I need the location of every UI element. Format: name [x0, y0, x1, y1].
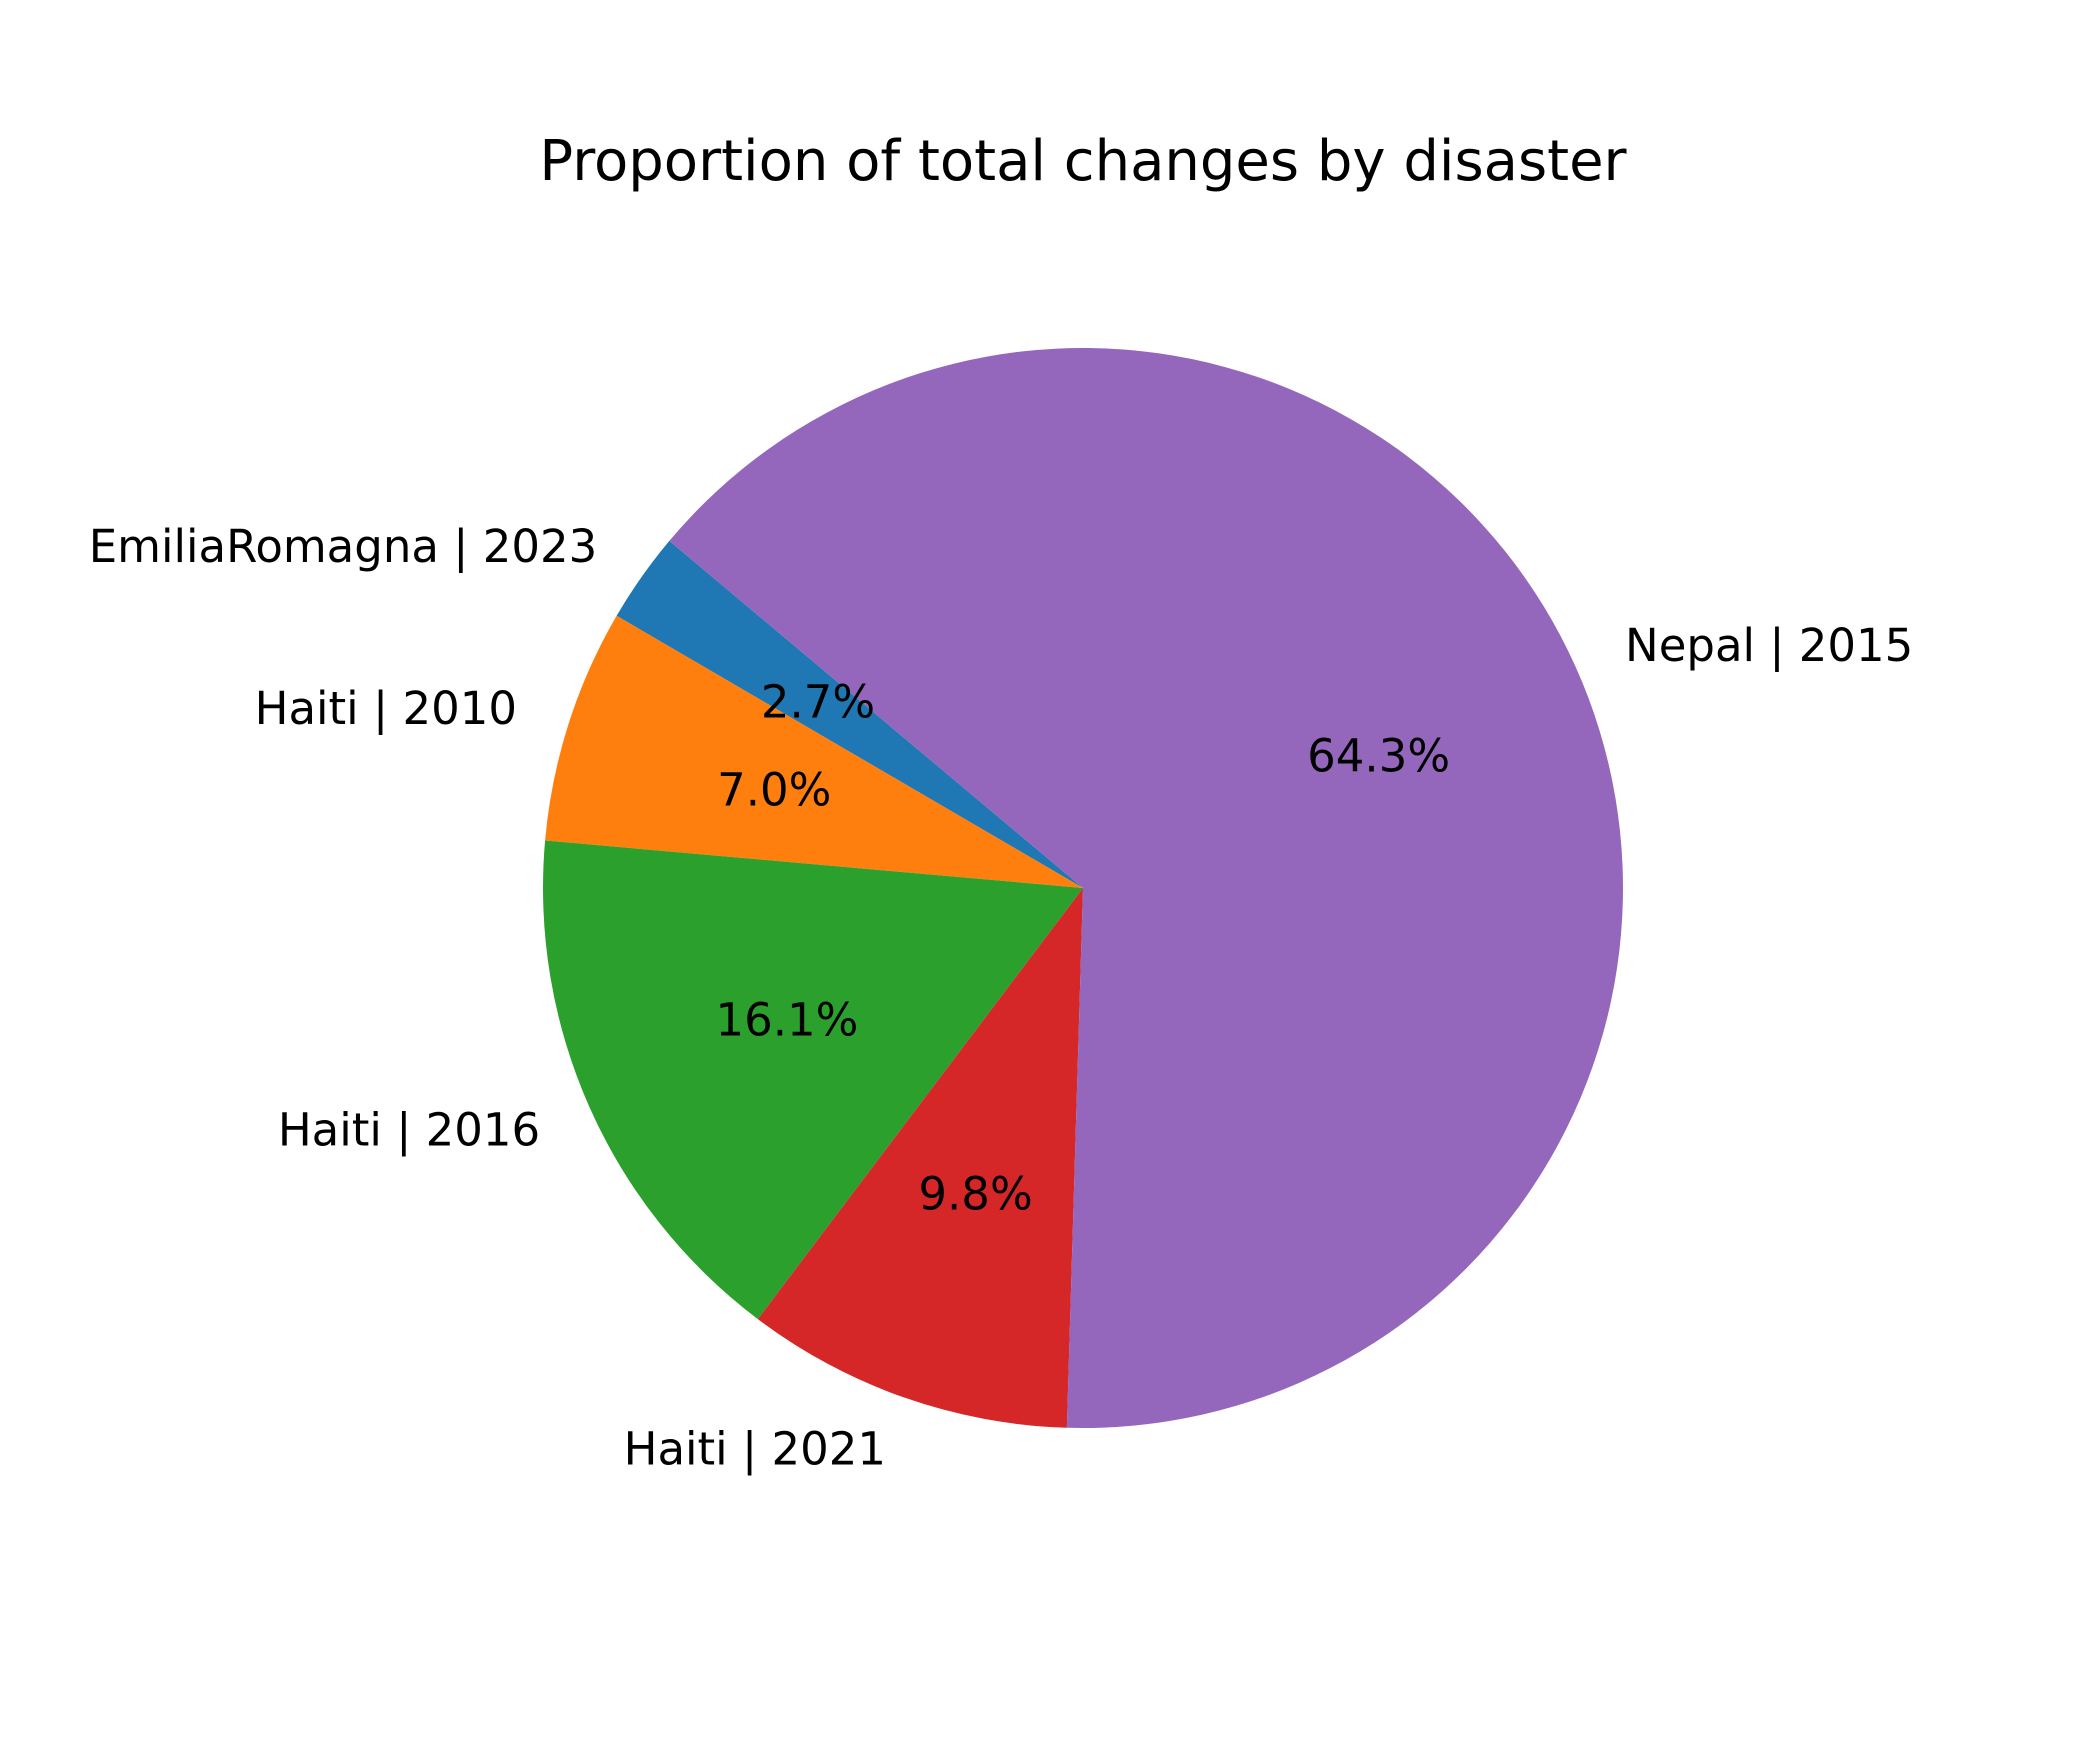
pie-slice-0	[616, 540, 1083, 888]
pct-label-4: 64.3%	[1307, 729, 1450, 782]
pie-slices	[543, 347, 1624, 1428]
pie-slice-1	[545, 615, 1083, 888]
pct-label-2: 16.1%	[715, 994, 858, 1047]
pct-label-3: 9.8%	[918, 1168, 1032, 1221]
slice-labels: EmiliaRomagna | 2023 Haiti | 2010 Haiti | …	[89, 520, 1914, 1475]
slice-label-2: Haiti | 2016	[278, 1103, 540, 1156]
slice-label-3: Haiti | 2021	[624, 1422, 886, 1475]
pct-label-1: 7.0%	[717, 764, 831, 817]
percentage-labels: 2.7% 7.0% 16.1% 9.8% 64.3%	[715, 676, 1450, 1221]
pie-slice-3	[757, 888, 1083, 1428]
pie-slice-4	[669, 347, 1624, 1428]
chart-title: Proportion of total changes by disaster	[539, 129, 1627, 194]
slice-label-1: Haiti | 2010	[255, 682, 517, 735]
pct-label-0: 2.7%	[761, 676, 875, 729]
pie-slice-2	[543, 840, 1083, 1320]
slice-label-4: Nepal | 2015	[1625, 619, 1913, 672]
slice-label-0: EmiliaRomagna | 2023	[89, 520, 598, 573]
